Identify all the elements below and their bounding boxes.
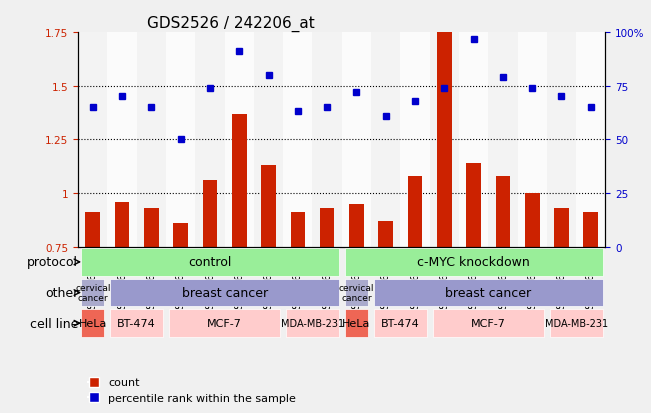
Bar [254,33,283,247]
FancyBboxPatch shape [81,249,339,276]
Text: MDA-MB-231: MDA-MB-231 [545,318,607,328]
Bar [518,33,547,247]
Text: protocol: protocol [27,256,78,269]
Bar [232,114,247,247]
Bar [195,33,225,247]
Bar [261,166,276,247]
Text: HeLa: HeLa [342,318,370,328]
Text: other: other [45,286,78,299]
Bar [430,33,459,247]
Bar [312,33,342,247]
Bar [583,213,598,247]
FancyBboxPatch shape [345,279,368,306]
FancyBboxPatch shape [345,310,368,337]
Bar [342,33,371,247]
Text: BT-474: BT-474 [117,318,156,328]
FancyBboxPatch shape [432,310,544,337]
Text: c-MYC knockdown: c-MYC knockdown [417,256,530,269]
Bar [166,33,195,247]
Text: MCF-7: MCF-7 [207,318,242,328]
Bar [488,33,518,247]
Bar [85,213,100,247]
Text: GDS2526 / 242206_at: GDS2526 / 242206_at [146,16,314,32]
Bar [408,176,422,247]
FancyBboxPatch shape [169,310,280,337]
Bar [525,193,540,247]
Bar [547,33,576,247]
Text: BT-474: BT-474 [381,318,420,328]
Bar [495,176,510,247]
Bar [400,33,430,247]
Bar [107,33,137,247]
Text: cell line: cell line [30,317,78,330]
Bar [466,164,481,247]
Bar [290,213,305,247]
Bar [320,209,335,247]
Bar [437,16,452,247]
Text: cervical
cancer: cervical cancer [339,283,374,302]
FancyBboxPatch shape [110,310,163,337]
FancyBboxPatch shape [286,310,339,337]
Bar [576,33,605,247]
Bar [144,209,159,247]
Text: MCF-7: MCF-7 [471,318,506,328]
Text: control: control [188,256,232,269]
FancyBboxPatch shape [81,279,104,306]
FancyBboxPatch shape [345,249,603,276]
Text: MDA-MB-231: MDA-MB-231 [281,318,344,328]
Bar [371,33,400,247]
Text: breast cancer: breast cancer [445,286,531,299]
Bar [349,204,364,247]
Bar [137,33,166,247]
Bar [225,33,254,247]
FancyBboxPatch shape [549,310,603,337]
Bar [283,33,312,247]
Bar [115,202,130,247]
FancyBboxPatch shape [81,310,104,337]
Bar [554,209,569,247]
Bar [378,221,393,247]
Bar [78,33,107,247]
Bar [459,33,488,247]
Bar [173,223,188,247]
FancyBboxPatch shape [374,279,603,306]
Text: HeLa: HeLa [79,318,107,328]
Text: cervical
cancer: cervical cancer [75,283,111,302]
FancyBboxPatch shape [374,310,427,337]
FancyBboxPatch shape [110,279,339,306]
Text: breast cancer: breast cancer [182,286,268,299]
Legend: count, percentile rank within the sample: count, percentile rank within the sample [84,373,301,408]
Bar [202,180,217,247]
